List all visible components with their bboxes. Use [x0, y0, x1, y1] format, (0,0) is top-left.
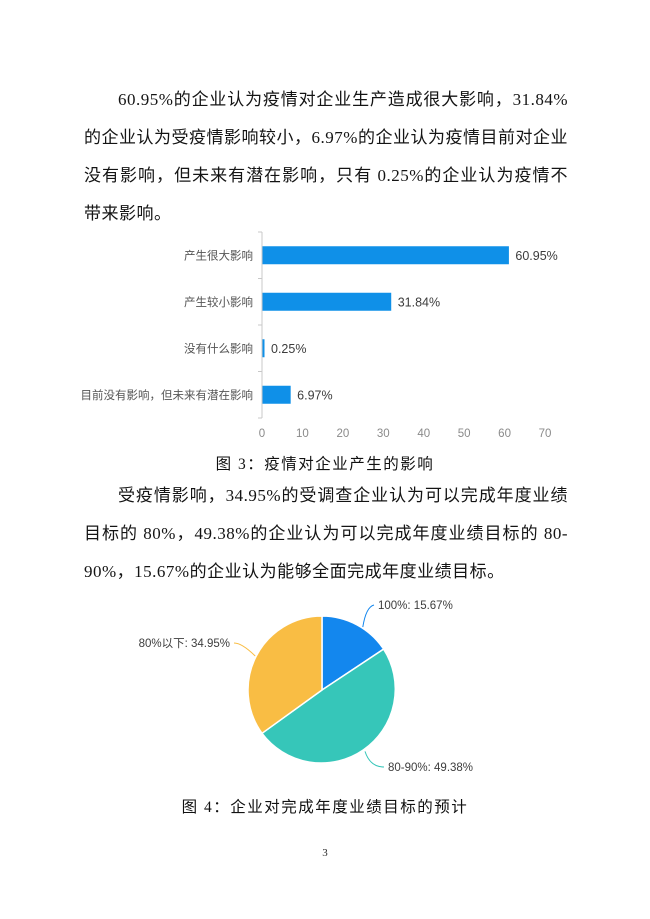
svg-text:80-90%: 49.38%: 80-90%: 49.38%	[388, 762, 473, 774]
svg-text:没有什么影响: 没有什么影响	[184, 341, 253, 355]
svg-text:10: 10	[296, 428, 309, 440]
svg-text:100%: 15.67%: 100%: 15.67%	[378, 600, 453, 612]
svg-text:60.95%: 60.95%	[515, 249, 557, 263]
svg-text:31.84%: 31.84%	[398, 295, 440, 309]
page-number: 3	[322, 847, 328, 859]
figure4-caption: 图 4：企业对完成年度业绩目标的预计	[181, 799, 469, 816]
paragraph-target-completion: 受疫情影响，34.95%的受调查企业认为可以完成年度业绩目标的 80%，49.3…	[84, 486, 568, 581]
svg-text:60: 60	[498, 428, 511, 440]
svg-text:0: 0	[259, 428, 265, 440]
svg-text:6.97%: 6.97%	[297, 388, 332, 402]
svg-text:80%以下: 34.95%: 80%以下: 34.95%	[139, 637, 230, 650]
svg-text:产生很大影响: 产生很大影响	[184, 248, 253, 262]
svg-text:20: 20	[336, 428, 349, 440]
pie-chart-target-completion: 100%: 15.67% 80-90%: 49.38% 80%以下: 34.95%	[139, 600, 473, 774]
svg-text:产生较小影响: 产生较小影响	[184, 295, 253, 309]
svg-text:0.25%: 0.25%	[271, 342, 306, 356]
bar-chart-epidemic-impact: 产生很大影响 60.95% 产生较小影响 31.84% 没有什么影响 0.25% 目前没有影…	[81, 231, 558, 440]
svg-text:50: 50	[458, 428, 471, 440]
figure3-caption: 图 3：疫情对企业产生的影响	[215, 456, 435, 473]
svg-text:30: 30	[377, 428, 390, 440]
paragraph-epidemic-impact: 60.95%的企业认为疫情对企业生产造成很大影响，31.84%的企业认为受疫情影…	[84, 90, 568, 223]
svg-text:40: 40	[417, 428, 430, 440]
svg-text:70: 70	[539, 428, 552, 440]
svg-text:目前没有影响，但未来有潜在影响: 目前没有影响，但未来有潜在影响	[81, 388, 254, 402]
